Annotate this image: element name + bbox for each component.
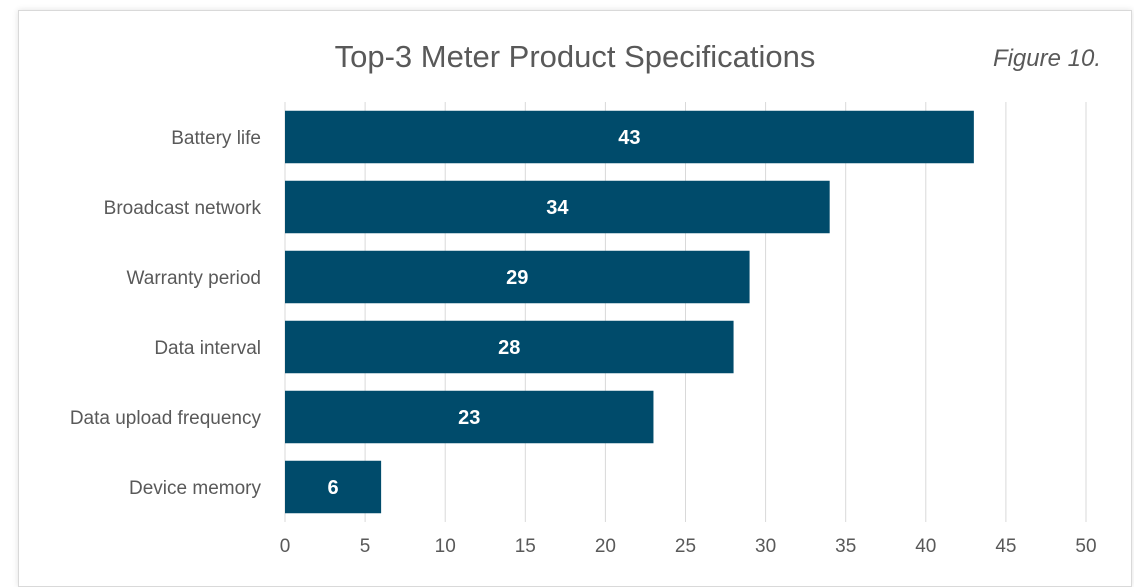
- gridlines: [284, 102, 1087, 522]
- x-tick-label: 35: [835, 536, 856, 557]
- bar: [285, 320, 734, 374]
- x-tick-label: 10: [435, 536, 456, 557]
- data-label: 43: [618, 127, 640, 149]
- x-tick-label: 50: [1075, 536, 1096, 557]
- category-labels: Battery life Broadcast network Warranty pe…: [70, 128, 262, 499]
- category-label: Data interval: [154, 338, 261, 359]
- x-tick-label: 20: [595, 536, 616, 557]
- x-axis-tick-labels: 0 5 10 15 20 25 30 35 40 45 50: [280, 536, 1097, 557]
- chart: Top-3 Meter Product Specifications Figur…: [70, 39, 1101, 557]
- data-label: 34: [546, 197, 569, 219]
- category-label: Broadcast network: [104, 198, 262, 219]
- bar: [285, 460, 382, 514]
- category-label: Warranty period: [127, 268, 261, 289]
- bar: [285, 250, 750, 304]
- x-tick-label: 30: [755, 536, 776, 557]
- data-label: 6: [327, 477, 338, 499]
- x-tick-label: 0: [280, 536, 291, 557]
- category-label: Device memory: [129, 478, 261, 499]
- x-tick-label: 45: [995, 536, 1016, 557]
- bars: 43 34 29 28 23 6: [285, 110, 974, 514]
- category-label: Data upload frequency: [70, 408, 262, 429]
- bar: [285, 180, 830, 234]
- category-label: Battery life: [171, 128, 261, 149]
- figure-label: Figure 10.: [993, 45, 1101, 72]
- data-label: 23: [458, 407, 480, 429]
- bar: [285, 390, 654, 444]
- x-tick-label: 25: [675, 536, 696, 557]
- x-tick-label: 5: [360, 536, 371, 557]
- x-tick-label: 40: [915, 536, 936, 557]
- bar: [285, 110, 974, 164]
- x-tick-label: 15: [515, 536, 536, 557]
- chart-title: Top-3 Meter Product Specifications: [335, 39, 816, 74]
- data-label: 29: [506, 267, 528, 289]
- data-label: 28: [498, 337, 520, 359]
